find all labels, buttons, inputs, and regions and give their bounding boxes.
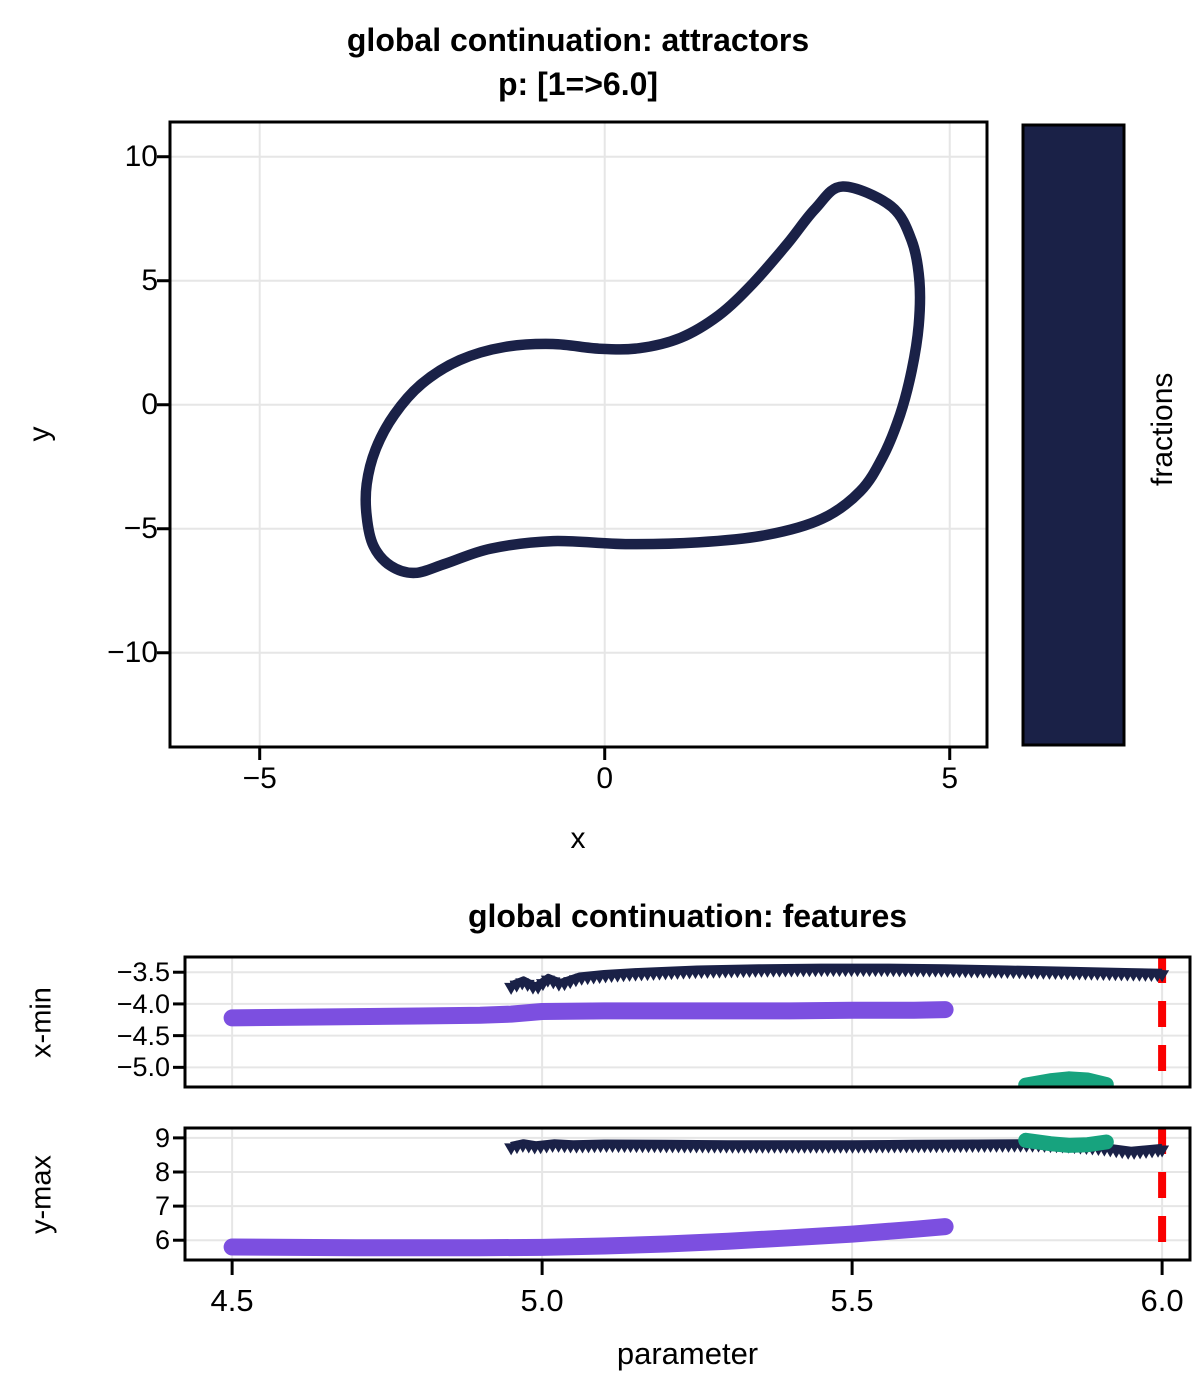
main-x-axis-label: x (570, 822, 586, 855)
ymax-y-tick-label: 7 (154, 1191, 170, 1222)
main-y-tick-label: 0 (141, 387, 158, 421)
xmin-y-tick-label: −5.0 (116, 1052, 170, 1083)
fractions-colorbar-label: fractions (1146, 372, 1179, 486)
clipped-series-xmin (223, 957, 1170, 1087)
main-y-tick-label: −5 (123, 511, 158, 545)
series-attractor-3-xmin (1018, 1071, 1114, 1087)
colorbar-frame (1021, 123, 1126, 747)
series-attractor-2-xmin (223, 1001, 954, 1027)
parameter-axis-label: parameter (616, 1336, 759, 1371)
triangle-down-marker (1155, 970, 1170, 983)
attractors-title-line1: global continuation: attractors (346, 22, 810, 58)
axis-frame (168, 120, 989, 749)
series-line (223, 1218, 954, 1257)
ymax-y-tick-label: 9 (154, 1122, 170, 1153)
ymax-y-tick-label: 8 (154, 1157, 170, 1187)
axis-frame (183, 955, 1192, 1089)
series-attractor-1-xmin (504, 963, 1170, 995)
main-y-axis-label: y (23, 426, 56, 442)
xmin-y-tick-label: −4.5 (116, 1020, 170, 1051)
axis-frame (183, 1126, 1192, 1262)
series-line (1018, 1071, 1114, 1087)
main-y-tick-label: 5 (141, 263, 158, 297)
main-y-tick-label: −10 (107, 635, 158, 669)
triangle-down-marker (1155, 1145, 1170, 1158)
features-panel-xmin (173, 955, 1192, 1089)
features-title: global continuation: features (467, 898, 908, 934)
parameter-tick-label: 5.0 (520, 1283, 564, 1318)
fractions-colorbar (1021, 123, 1126, 747)
limit-cycle-curve (360, 181, 926, 579)
xmin-y-tick-label: −4.0 (116, 988, 170, 1019)
main-x-tick-label: −5 (242, 762, 277, 795)
attractors-title-line2: p: [1=>6.0] (497, 66, 659, 102)
series-attractor-3-ymax (1018, 1132, 1114, 1153)
ymax-axis-label: y-max (25, 1155, 58, 1234)
parameter-tick-label: 6.0 (1140, 1283, 1184, 1318)
series-line (223, 1001, 954, 1027)
clipped-series-ymax (223, 1128, 1170, 1260)
fraction-segment (1023, 125, 1124, 745)
xmin-y-tick-label: −3.5 (116, 957, 170, 988)
main-x-tick-label: 0 (596, 762, 614, 795)
features-panel-ymax (173, 1126, 1192, 1262)
series-line (1018, 1132, 1114, 1153)
attractors-plot (157, 120, 989, 760)
parameter-tick-label: 4.5 (210, 1283, 254, 1318)
main-x-tick-label: 5 (941, 762, 959, 795)
ymax-y-tick-label: 6 (154, 1225, 170, 1256)
parameter-tick-label: 5.5 (830, 1283, 874, 1318)
main-y-tick-label: 10 (124, 139, 158, 173)
xmin-axis-label: x-min (25, 987, 58, 1058)
series-attractor-2-ymax (223, 1218, 954, 1257)
